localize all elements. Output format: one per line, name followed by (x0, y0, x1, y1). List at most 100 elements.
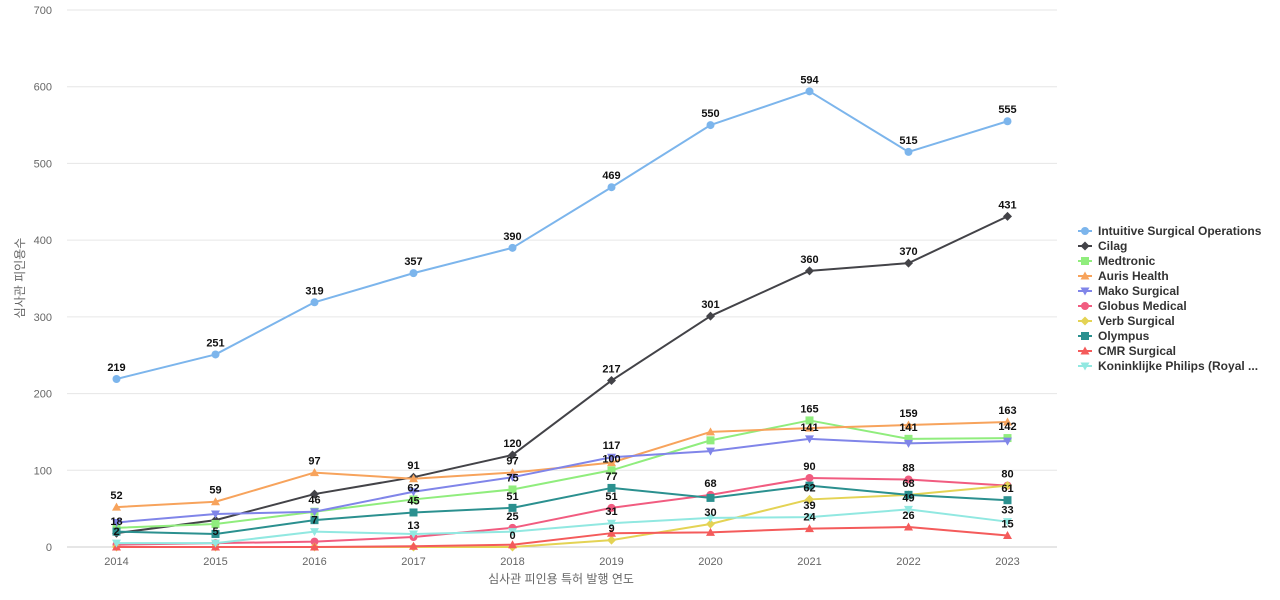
data-point[interactable] (1003, 496, 1012, 505)
data-point[interactable] (706, 427, 715, 436)
data-point[interactable] (310, 508, 319, 517)
data-point[interactable] (310, 516, 319, 525)
data-point[interactable] (409, 541, 418, 550)
legend-item[interactable]: Verb Surgical (1078, 314, 1175, 328)
data-point[interactable] (607, 453, 616, 462)
data-point[interactable] (310, 489, 319, 499)
data-point[interactable] (409, 269, 418, 278)
data-point[interactable] (706, 519, 715, 529)
data-point[interactable] (805, 473, 814, 482)
data-point[interactable] (211, 497, 220, 506)
data-label: 159 (899, 408, 917, 420)
data-point[interactable] (607, 466, 616, 475)
data-point[interactable] (805, 481, 814, 490)
data-point[interactable] (706, 311, 715, 321)
data-point[interactable] (508, 540, 517, 549)
data-point[interactable] (1003, 211, 1012, 221)
data-point[interactable] (607, 528, 616, 537)
data-label: 555 (998, 104, 1016, 116)
y-tick-label: 200 (34, 389, 52, 401)
data-point[interactable] (508, 243, 517, 252)
data-point[interactable] (904, 258, 913, 268)
data-point[interactable] (1003, 437, 1012, 446)
data-point[interactable] (1003, 117, 1012, 126)
data-point[interactable] (904, 475, 913, 484)
data-point[interactable] (607, 458, 616, 467)
legend-item[interactable]: Medtronic (1078, 254, 1156, 268)
data-point[interactable] (409, 530, 418, 539)
data-point[interactable] (1003, 530, 1012, 539)
data-point[interactable] (706, 447, 715, 456)
legend-item[interactable]: CMR Surgical (1078, 344, 1176, 358)
data-point[interactable] (310, 542, 319, 551)
data-point[interactable] (409, 508, 418, 517)
legend-item[interactable]: Koninklijke Philips (Royal ... (1078, 359, 1258, 373)
data-point[interactable] (211, 350, 220, 359)
data-point[interactable] (607, 376, 616, 386)
data-point[interactable] (904, 490, 913, 499)
data-point[interactable] (310, 528, 319, 537)
data-point[interactable] (904, 439, 913, 448)
data-point[interactable] (706, 514, 715, 523)
data-point[interactable] (211, 510, 220, 519)
x-tick-label: 2017 (401, 556, 425, 568)
data-point[interactable] (706, 493, 715, 502)
data-point[interactable] (607, 183, 616, 192)
x-axis-ticks: 2014 2015 2016 2017 2018 2019 2020 2021 2022 2023 (104, 556, 1019, 568)
data-point[interactable] (1003, 417, 1012, 426)
data-point[interactable] (1003, 481, 1012, 491)
data-point[interactable] (805, 87, 814, 96)
data-point[interactable] (706, 527, 715, 536)
legend-item[interactable]: Mako Surgical (1078, 284, 1179, 298)
data-point[interactable] (607, 535, 616, 545)
legend-item[interactable]: Olympus (1078, 329, 1150, 343)
data-point[interactable] (805, 524, 814, 533)
data-point[interactable] (409, 488, 418, 497)
data-point[interactable] (508, 485, 517, 494)
data-point[interactable] (112, 518, 121, 527)
legend-item[interactable]: Globus Medical (1078, 299, 1187, 313)
data-point[interactable] (805, 266, 814, 276)
data-point[interactable] (508, 503, 517, 512)
data-point[interactable] (310, 537, 319, 546)
data-point[interactable] (706, 121, 715, 130)
data-point[interactable] (706, 436, 715, 445)
data-point[interactable] (607, 503, 616, 512)
legend-item[interactable]: Intuitive Surgical Operations (1078, 224, 1262, 238)
y-tick-label: 100 (34, 465, 52, 477)
data-point[interactable] (607, 483, 616, 492)
legend-item[interactable]: Cilag (1078, 239, 1127, 253)
data-point[interactable] (904, 522, 913, 531)
data-point[interactable] (904, 505, 913, 514)
data-label: 97 (506, 456, 518, 468)
data-point[interactable] (508, 473, 517, 482)
data-point[interactable] (805, 416, 814, 425)
data-point[interactable] (112, 539, 121, 548)
data-point[interactable] (805, 435, 814, 444)
data-point[interactable] (112, 374, 121, 383)
data-point[interactable] (112, 502, 121, 511)
data-label: 97 (308, 456, 320, 468)
data-point[interactable] (904, 420, 913, 429)
data-point[interactable] (409, 474, 418, 483)
data-point[interactable] (310, 298, 319, 307)
legend-item[interactable]: Auris Health (1078, 269, 1169, 283)
data-point[interactable] (904, 434, 913, 443)
data-point[interactable] (211, 519, 220, 528)
data-point[interactable] (310, 468, 319, 477)
data-point[interactable] (805, 494, 814, 504)
data-point[interactable] (409, 495, 418, 504)
data-point[interactable] (211, 529, 220, 538)
data-point[interactable] (112, 527, 121, 536)
data-point[interactable] (607, 519, 616, 528)
data-point[interactable] (805, 423, 814, 432)
data-point[interactable] (211, 539, 220, 548)
legend-marker (1081, 257, 1089, 265)
data-point[interactable] (508, 528, 517, 537)
data-point[interactable] (904, 147, 913, 156)
data-point[interactable] (805, 513, 814, 522)
series-line (116, 419, 1008, 529)
series-line (116, 508, 1008, 545)
data-point[interactable] (508, 450, 517, 460)
data-point[interactable] (1003, 518, 1012, 527)
